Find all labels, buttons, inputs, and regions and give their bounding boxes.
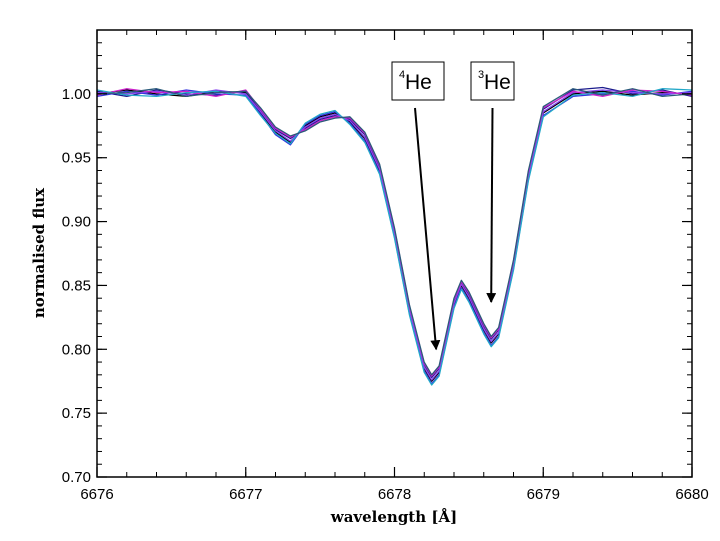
- annotations-layer: 4 He 3 He: [391, 61, 515, 351]
- x-tick-label: 6678: [378, 486, 411, 503]
- x-tick-label: 6677: [229, 486, 262, 503]
- x-tick-label: 6680: [675, 486, 708, 503]
- series-line-5: [96, 88, 693, 377]
- x-tick-label: 6676: [80, 486, 113, 503]
- y-tick-label: 0.95: [62, 150, 91, 167]
- series-line-6: [96, 88, 693, 386]
- tick-labels-layer: 6676 6677 6678 6679 6680 0.70 0.75 0.80 0.85 0.90…: [62, 86, 709, 503]
- label-box: [391, 61, 445, 101]
- y-axis-title: normalised flux: [30, 187, 48, 318]
- element-symbol: He: [405, 71, 432, 94]
- ticks-layer: [96, 29, 693, 478]
- y-tick-label: 0.80: [62, 341, 91, 358]
- isotope-superscript: 3: [478, 69, 484, 81]
- x-axis-title: wavelength [Å]: [330, 508, 457, 526]
- y-tick-label: 0.90: [62, 214, 91, 231]
- isotope-superscript: 4: [399, 69, 405, 81]
- isotope-label-he3: 3 He: [470, 61, 515, 304]
- series-line-4: [96, 89, 693, 381]
- pointer-arrow: [414, 107, 441, 351]
- y-tick-label: 0.85: [62, 277, 91, 294]
- pointer-arrow: [486, 107, 497, 304]
- y-tick-label: 1.00: [62, 86, 91, 103]
- isotope-label-he4: 4 He: [391, 61, 445, 351]
- x-tick-label: 6679: [527, 486, 560, 503]
- y-tick-label: 0.70: [62, 469, 91, 486]
- series-layer: [96, 86, 693, 386]
- series-line-7: [96, 88, 693, 376]
- element-symbol: He: [484, 71, 511, 94]
- label-box: [470, 61, 515, 101]
- y-tick-label: 0.75: [62, 405, 91, 422]
